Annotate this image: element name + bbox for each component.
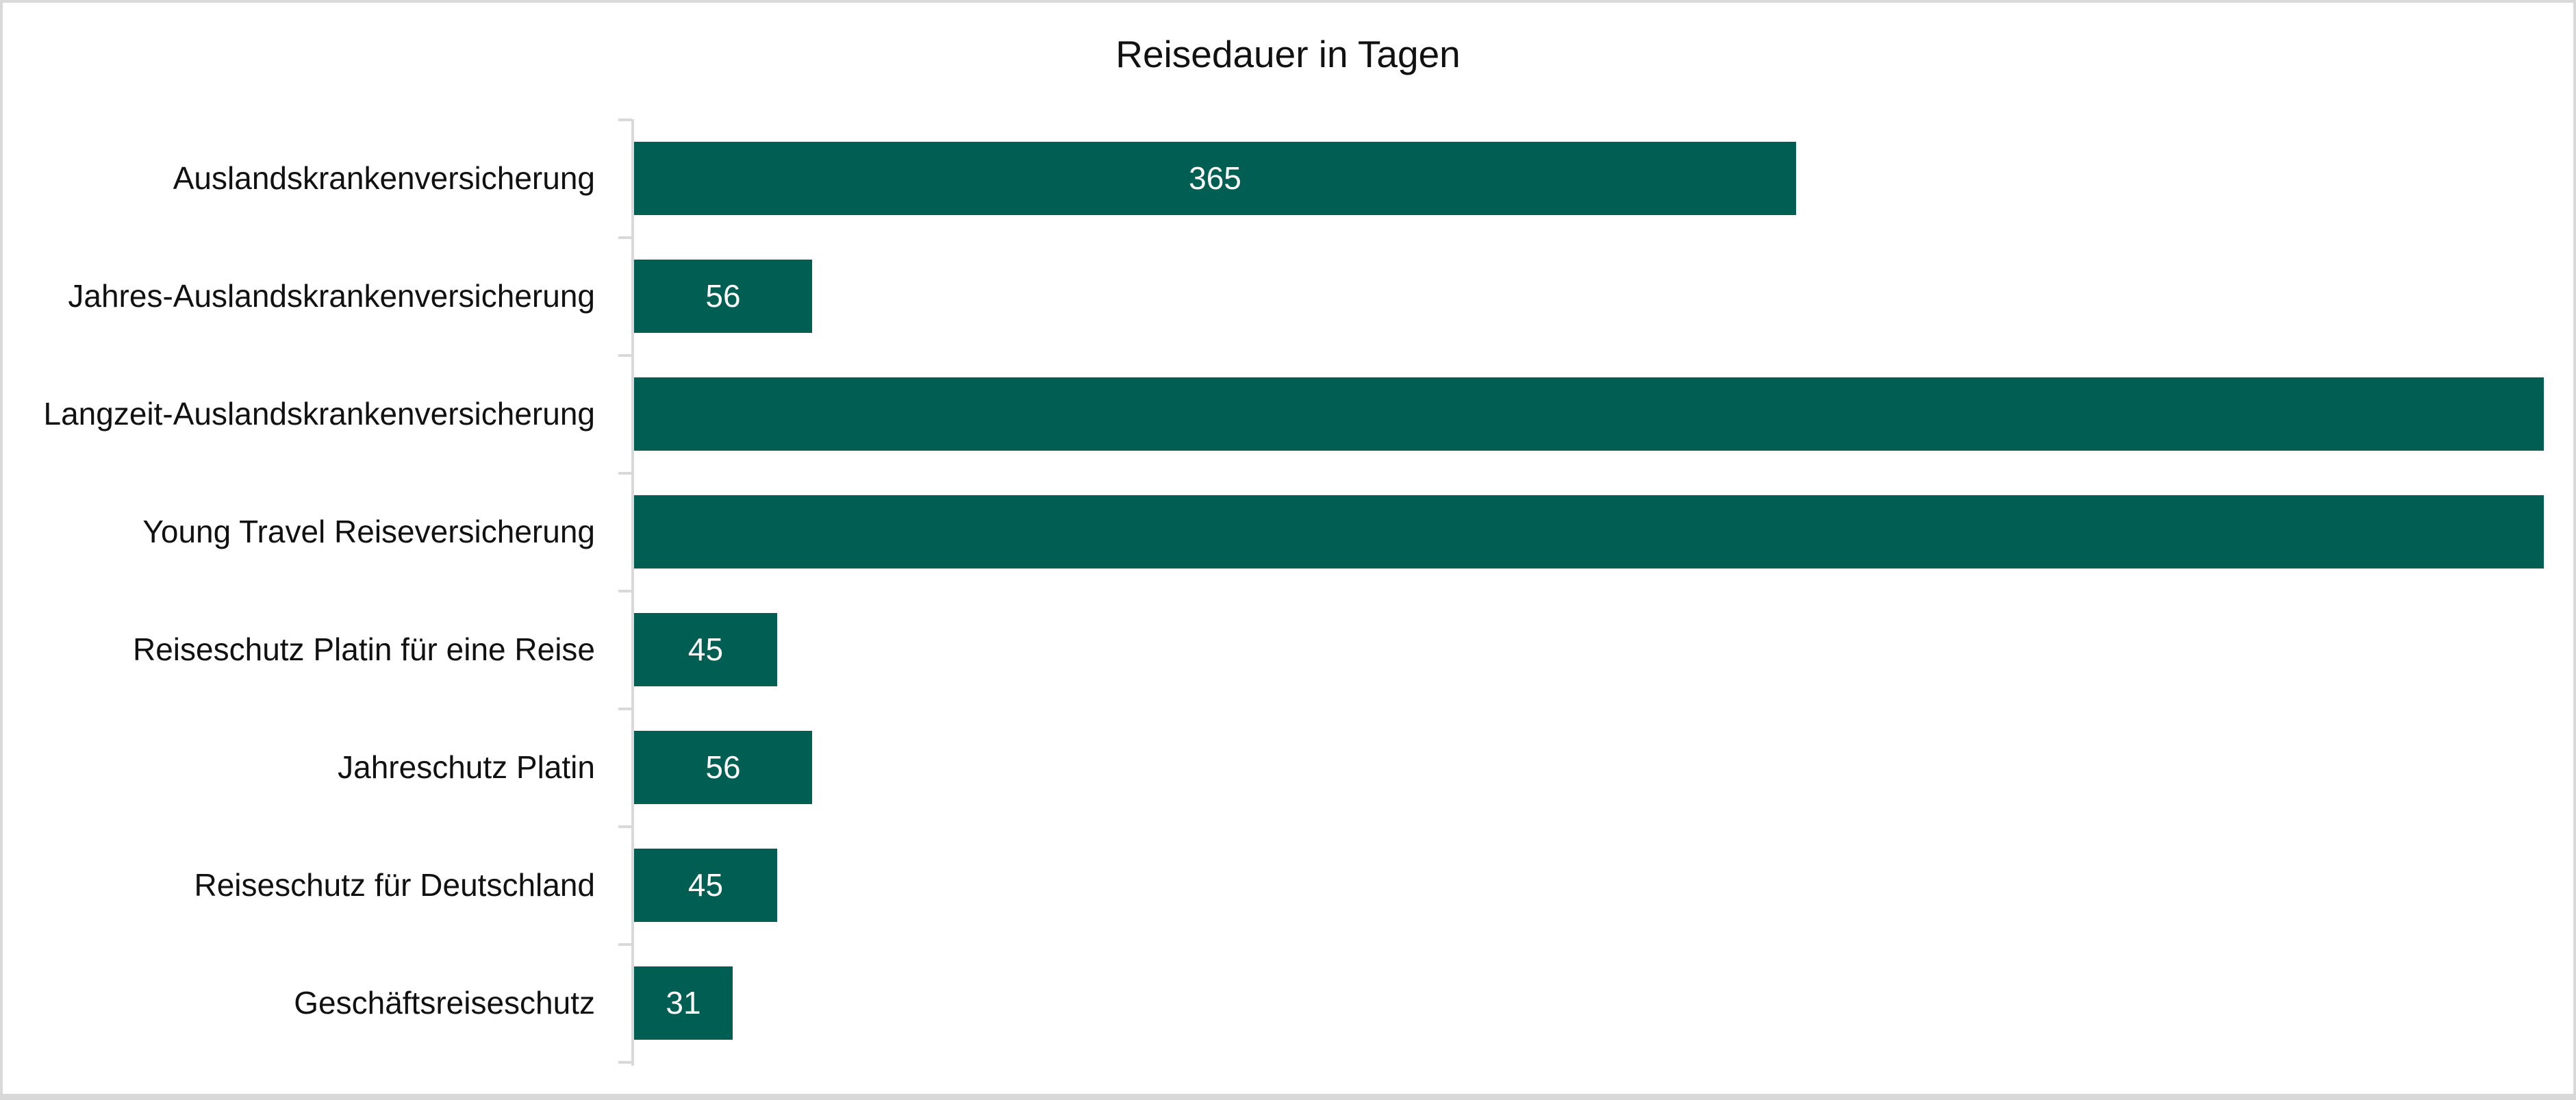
bar-value-label: 45 bbox=[687, 867, 724, 903]
bar[interactable]: 56 bbox=[634, 730, 812, 804]
bar-value-label: 31 bbox=[666, 985, 701, 1021]
category-label: Geschäftsreiseschutz bbox=[294, 984, 595, 1021]
bar-value-label: 45 bbox=[687, 632, 724, 667]
axis-tick bbox=[618, 236, 632, 239]
bar[interactable]: 45 bbox=[634, 848, 777, 922]
bar-row: Auslandskrankenversicherung 365 bbox=[3, 119, 2573, 237]
bar-value-label: 56 bbox=[705, 278, 741, 314]
category-axis-line bbox=[631, 119, 634, 1066]
axis-tick bbox=[618, 1061, 632, 1064]
bar-rows: Auslandskrankenversicherung 365 Jahres-Aus… bbox=[3, 119, 2573, 1062]
bar-row: Reiseschutz Platin für eine Reise 45 bbox=[3, 590, 2573, 708]
bar-track bbox=[634, 355, 2544, 473]
bar-track: 56 bbox=[634, 237, 2544, 355]
bar-value-label: 365 bbox=[1189, 160, 1241, 196]
bar-track: 31 bbox=[634, 944, 2544, 1062]
axis-tick bbox=[618, 825, 632, 828]
bar-row: Reiseschutz für Deutschland 45 bbox=[3, 826, 2573, 944]
category-label: Auslandskrankenversicherung bbox=[173, 160, 595, 196]
axis-tick bbox=[618, 708, 632, 710]
bar[interactable]: 56 bbox=[634, 259, 812, 333]
axis-tick bbox=[618, 472, 632, 475]
bar-track: 45 bbox=[634, 826, 2544, 944]
axis-tick bbox=[618, 943, 632, 946]
category-label: Reiseschutz für Deutschland bbox=[194, 866, 595, 903]
bar-track: 365 bbox=[634, 119, 2544, 237]
bar[interactable] bbox=[634, 377, 2544, 451]
bar[interactable]: 31 bbox=[634, 966, 733, 1040]
bar-row: Jahreschutz Platin 56 bbox=[3, 708, 2573, 826]
category-label: Young Travel Reiseversicherung bbox=[142, 513, 595, 549]
plot-area: Auslandskrankenversicherung 365 Jahres-Aus… bbox=[3, 118, 2573, 1071]
bar[interactable]: 45 bbox=[634, 612, 777, 686]
bar[interactable] bbox=[634, 495, 2544, 568]
bar-track: 45 bbox=[634, 590, 2544, 708]
axis-tick bbox=[618, 354, 632, 357]
category-label: Jahres-Auslandskrankenversicherung bbox=[68, 277, 595, 314]
axis-tick bbox=[618, 590, 632, 592]
bar-row: Young Travel Reiseversicherung bbox=[3, 473, 2573, 590]
category-label: Jahreschutz Platin bbox=[338, 749, 595, 785]
bar-row: Jahres-Auslandskrankenversicherung 56 bbox=[3, 237, 2573, 355]
bar-row: Langzeit-Auslandskrankenversicherung bbox=[3, 355, 2573, 473]
bar-value-label: 56 bbox=[705, 749, 741, 785]
bar-track: 56 bbox=[634, 708, 2544, 826]
axis-tick bbox=[618, 118, 632, 121]
chart-title: Reisedauer in Tagen bbox=[1115, 33, 1461, 75]
category-label: Reiseschutz Platin für eine Reise bbox=[133, 631, 595, 667]
bar[interactable]: 365 bbox=[634, 141, 1796, 215]
bar-row: Geschäftsreiseschutz 31 bbox=[3, 944, 2573, 1062]
bar-track bbox=[634, 473, 2544, 590]
category-label: Langzeit-Auslandskrankenversicherung bbox=[43, 395, 595, 432]
